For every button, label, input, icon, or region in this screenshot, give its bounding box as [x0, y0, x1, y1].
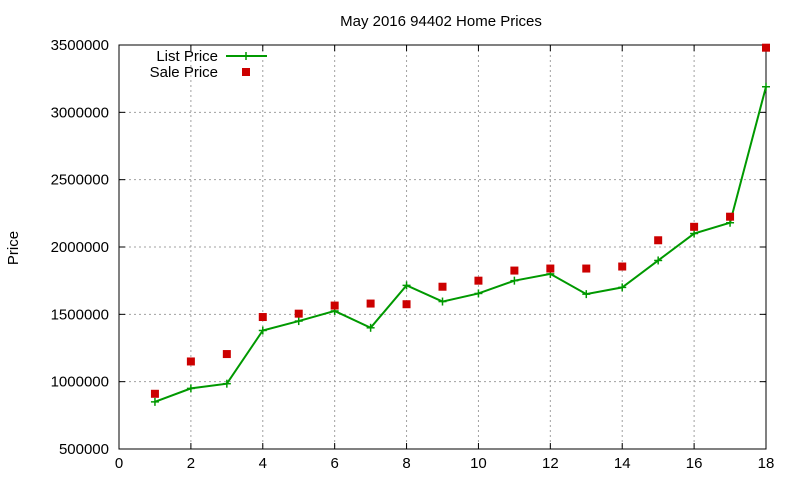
data-point [690, 222, 699, 231]
data-point [654, 236, 663, 245]
data-point [150, 397, 159, 406]
data-point [222, 350, 231, 359]
data-point [366, 299, 375, 308]
data-point [438, 297, 447, 306]
data-point [402, 300, 411, 309]
legend-marker [242, 52, 250, 60]
grid-lines [119, 45, 766, 449]
x-tick-label: 16 [686, 455, 703, 472]
chart-title: May 2016 94402 Home Prices [340, 13, 542, 30]
series-list-price [150, 82, 770, 406]
data-point [186, 384, 195, 393]
data-point [150, 389, 159, 398]
series-line [154, 86, 767, 403]
series-layer [150, 43, 770, 406]
x-tick-label: 14 [614, 455, 631, 472]
legend-label-list-price: List Price [156, 48, 218, 65]
x-tick-label: 2 [187, 455, 195, 472]
y-tick-label: 1500000 [51, 306, 109, 323]
data-point [618, 262, 627, 271]
data-point [762, 82, 770, 91]
y-tick-label: 3000000 [51, 104, 109, 121]
series-sale-price [150, 43, 770, 398]
data-point [438, 282, 447, 291]
data-point [258, 313, 267, 322]
data-point [474, 289, 483, 298]
data-point [654, 256, 663, 265]
data-point [366, 323, 375, 332]
data-point [330, 301, 339, 310]
x-tick-label: 10 [470, 455, 487, 472]
plot-frame [118, 44, 767, 450]
legend: List Price Sale Price [150, 48, 267, 81]
legend-marker [242, 68, 250, 76]
y-tick-label: 2500000 [51, 172, 109, 189]
data-point [510, 266, 519, 275]
legend-label-sale-price: Sale Price [150, 64, 218, 81]
y-tick-label: 500000 [59, 441, 109, 458]
legend-sample-list-price [226, 52, 267, 60]
data-point [546, 264, 555, 273]
data-point [258, 326, 267, 335]
data-point [186, 357, 195, 366]
x-tick-label: 0 [115, 455, 123, 472]
data-point [294, 309, 303, 318]
data-point [222, 379, 231, 388]
x-tick-label: 12 [542, 455, 559, 472]
data-point [762, 43, 770, 52]
data-point [618, 283, 627, 292]
y-axis-label: Price [5, 231, 22, 265]
axis-ticks: 0 2 4 6 8 10 12 14 16 18 500000 1000000 1500000 20000… [51, 37, 775, 472]
x-tick-label: 4 [259, 455, 267, 472]
x-tick-label: 8 [402, 455, 410, 472]
y-tick-label: 3500000 [51, 37, 109, 54]
data-point [402, 281, 411, 290]
data-point [726, 212, 735, 221]
x-tick-label: 6 [330, 455, 338, 472]
data-point [474, 276, 483, 285]
data-point [582, 290, 591, 299]
data-point [690, 229, 699, 238]
legend-sample-sale-price [242, 68, 250, 76]
data-point [582, 264, 591, 273]
x-tick-label: 18 [758, 455, 775, 472]
y-tick-label: 2000000 [51, 239, 109, 256]
data-point [510, 276, 519, 285]
y-tick-label: 1000000 [51, 374, 109, 391]
data-point [294, 317, 303, 326]
